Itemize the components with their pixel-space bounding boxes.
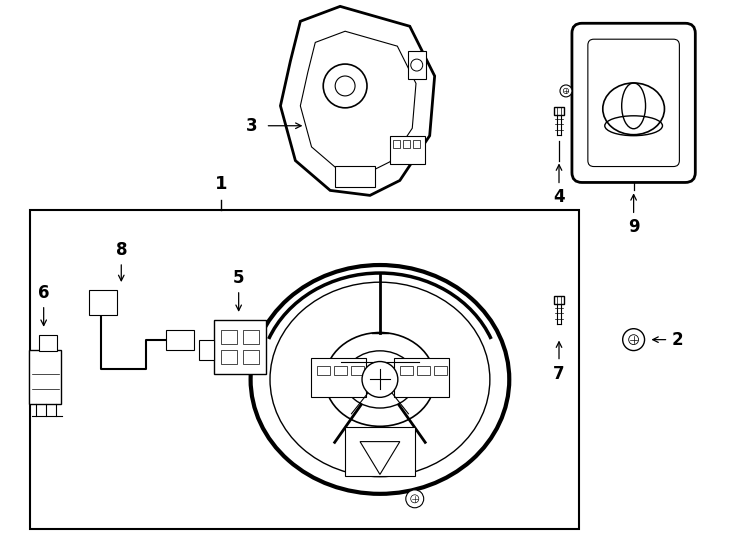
Bar bbox=[166, 330, 194, 349]
Ellipse shape bbox=[250, 265, 509, 494]
Bar bbox=[29, 349, 61, 404]
Circle shape bbox=[622, 329, 644, 350]
Bar bbox=[434, 366, 446, 375]
Bar bbox=[335, 166, 375, 187]
Text: 2: 2 bbox=[672, 330, 683, 349]
Text: 4: 4 bbox=[553, 188, 565, 206]
Bar bbox=[311, 357, 366, 397]
Circle shape bbox=[362, 361, 398, 397]
Bar bbox=[243, 349, 258, 363]
Bar bbox=[199, 340, 214, 360]
Text: 7: 7 bbox=[553, 364, 565, 382]
Text: 9: 9 bbox=[628, 218, 639, 237]
Bar bbox=[214, 320, 266, 374]
Bar bbox=[390, 136, 425, 164]
Bar bbox=[39, 335, 57, 350]
Bar bbox=[553, 296, 564, 303]
Text: 3: 3 bbox=[246, 117, 258, 135]
Bar bbox=[243, 330, 258, 343]
Ellipse shape bbox=[344, 351, 415, 408]
Circle shape bbox=[560, 85, 572, 97]
Text: 6: 6 bbox=[38, 284, 49, 302]
Bar bbox=[317, 366, 330, 375]
Bar bbox=[345, 427, 415, 476]
Bar bbox=[393, 140, 400, 147]
Bar bbox=[221, 349, 236, 363]
Bar bbox=[394, 357, 448, 397]
Bar bbox=[221, 330, 236, 343]
Text: 5: 5 bbox=[233, 269, 244, 287]
Bar bbox=[403, 140, 410, 147]
Circle shape bbox=[406, 490, 424, 508]
Circle shape bbox=[323, 64, 367, 108]
Bar bbox=[417, 366, 429, 375]
Ellipse shape bbox=[325, 333, 435, 427]
Bar bbox=[553, 107, 564, 114]
Bar bbox=[30, 210, 579, 529]
FancyBboxPatch shape bbox=[572, 23, 695, 183]
Polygon shape bbox=[280, 6, 435, 195]
Text: 1: 1 bbox=[214, 176, 227, 193]
Bar bbox=[413, 140, 420, 147]
Text: 8: 8 bbox=[115, 241, 127, 259]
Bar bbox=[90, 290, 117, 315]
Bar bbox=[408, 51, 426, 79]
Bar bbox=[351, 366, 364, 375]
Bar bbox=[400, 366, 413, 375]
Bar bbox=[334, 366, 347, 375]
